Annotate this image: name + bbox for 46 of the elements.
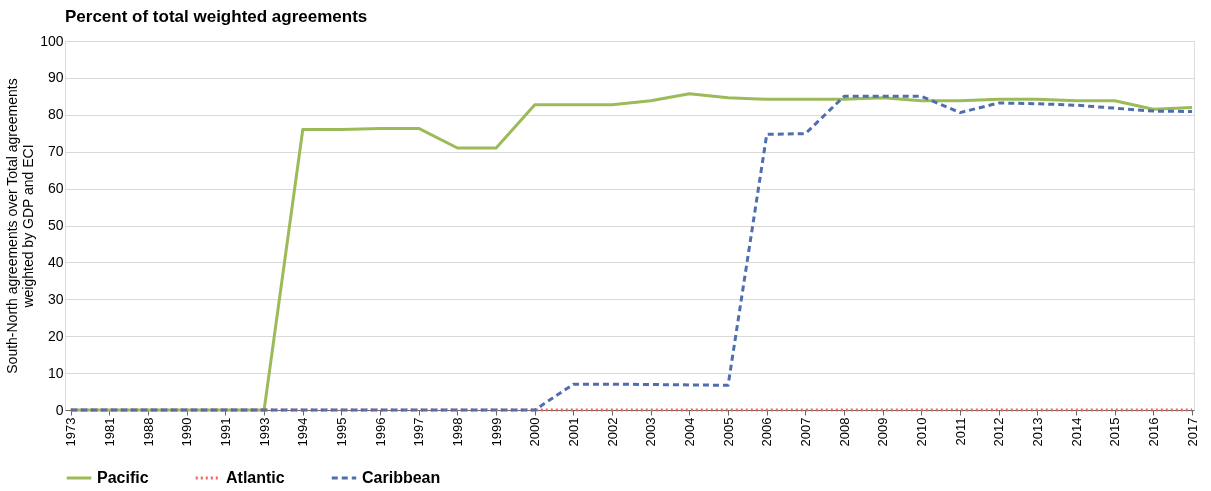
x-tick-label: 2005 <box>720 417 736 447</box>
x-tick-label: 2009 <box>875 417 891 447</box>
x-tick-label: 2002 <box>604 417 620 447</box>
x-tick-label: 1996 <box>372 417 388 447</box>
x-tick-label: 1999 <box>488 417 504 447</box>
x-tick-label: 2003 <box>643 417 659 447</box>
y-tick-label: 80 <box>47 106 64 123</box>
x-tick-label: 1973 <box>63 417 79 447</box>
x-tick-label: 2010 <box>913 417 929 447</box>
legend-label: Atlantic <box>226 469 285 486</box>
y-tick-label: 10 <box>47 364 64 381</box>
y-tick-label: 60 <box>47 180 64 197</box>
legend-label: Pacific <box>97 469 149 486</box>
x-tick-label: 1998 <box>449 417 465 447</box>
y-tick-label: 20 <box>47 327 64 344</box>
y-tick-label: 100 <box>40 32 64 49</box>
x-tick-label: 2013 <box>1029 417 1045 447</box>
x-tick-label: 2015 <box>1107 417 1123 447</box>
x-tick-label: 1988 <box>140 417 156 447</box>
x-tick-label: 2011 <box>952 417 968 446</box>
x-tick-label: 2001 <box>565 417 581 447</box>
x-tick-label: 2006 <box>759 417 775 447</box>
x-tick-label: 2000 <box>527 417 543 447</box>
y-tick-label: 0 <box>55 401 64 418</box>
x-tick-label: 2016 <box>1145 417 1161 447</box>
y-tick-label: 70 <box>47 143 64 160</box>
x-tick-label: 1981 <box>101 417 117 447</box>
x-tick-label: 2007 <box>797 417 813 447</box>
x-tick-label: 2008 <box>836 417 852 447</box>
x-tick-label: 1997 <box>411 417 427 447</box>
x-tick-label: 1995 <box>333 417 349 447</box>
x-tick-label: 1993 <box>256 417 272 447</box>
y-tick-label: 40 <box>47 253 64 270</box>
x-tick-label: 1990 <box>179 417 195 447</box>
chart-title: Percent of total weighted agreements <box>65 7 368 26</box>
x-tick-label: 2014 <box>1068 417 1084 447</box>
y-tick-label: 30 <box>47 290 64 307</box>
x-tick-label: 1994 <box>295 417 311 447</box>
y-tick-label: 90 <box>47 69 64 86</box>
legend-label: Caribbean <box>362 469 441 486</box>
y-axis-title: South-North agreements over Total agreements weighted by GDP and ECI <box>4 78 37 374</box>
y-tick-label: 50 <box>47 217 64 233</box>
x-tick-label: 1991 <box>217 417 233 447</box>
x-tick-label: 2012 <box>991 417 1007 447</box>
x-tick-label: 2017 <box>1184 417 1200 447</box>
x-tick-label: 2004 <box>681 417 697 447</box>
